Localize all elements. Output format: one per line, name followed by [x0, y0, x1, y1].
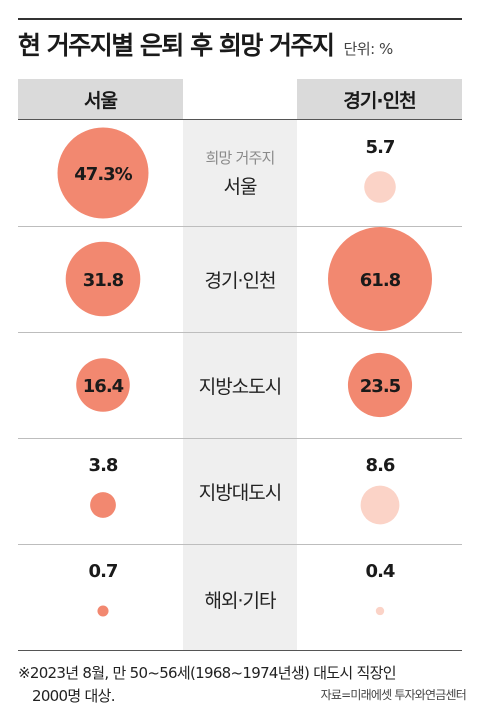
bubble-1-4 — [375, 606, 385, 616]
row-divider — [18, 544, 462, 545]
header-left: 서울 — [18, 79, 183, 119]
bubble-label-1-4: 0.4 — [366, 561, 395, 582]
row-label-big-city: 지방대도시 — [198, 482, 282, 504]
bubble-0-0 — [57, 127, 149, 219]
bubble-0-4 — [97, 605, 109, 617]
bubble-label-0-2: 16.4 — [83, 376, 124, 397]
bubble-1-2 — [347, 352, 413, 418]
row-label-seoul: 서울 — [223, 176, 258, 198]
footnote-line-1: ※2023년 8월, 만 50~56세(1968~1974년생) 대도시 직장인 — [18, 664, 397, 682]
bubble-label-0-0: 47.3% — [74, 164, 132, 185]
bubble-label-1-2: 23.5 — [360, 376, 401, 397]
bubble-1-1 — [328, 227, 432, 331]
bubble-1-3 — [360, 485, 400, 525]
bubble-0-1 — [65, 241, 141, 317]
bubble-0-3 — [90, 492, 116, 518]
top-rule — [18, 18, 462, 20]
row-label-gyeonggi: 경기·인천 — [204, 270, 277, 292]
footnote-line-2: 2000명 대상. — [32, 687, 116, 705]
bubble-0-2 — [76, 358, 130, 412]
row-sublabel: 희망 거주지 — [205, 149, 276, 167]
category-column — [183, 120, 297, 650]
row-divider — [18, 332, 462, 333]
bubble-label-1-3: 8.6 — [366, 455, 395, 476]
bubble-1-0 — [364, 171, 396, 203]
row-label-overseas: 해외·기타 — [204, 590, 277, 612]
bubble-label-1-1: 61.8 — [360, 270, 401, 291]
bubble-label-1-0: 5.7 — [366, 137, 395, 158]
title-block: 현 거주지별 은퇴 후 희망 거주지 단위: % — [18, 26, 393, 66]
bubble-label-0-1: 31.8 — [83, 270, 124, 291]
bubble-label-0-3: 3.8 — [89, 455, 118, 476]
unit-label: 단위: % — [343, 40, 394, 58]
bottom-rule — [18, 650, 462, 651]
source-note: 자료=미래에셋 투자와연금센터 — [320, 688, 467, 702]
row-divider — [18, 438, 462, 439]
row-divider — [18, 226, 462, 227]
bubble-label-0-4: 0.7 — [89, 561, 118, 582]
footnote: ※2023년 8월, 만 50~56세(1968~1974년생) 대도시 직장인… — [18, 662, 468, 708]
header-rule — [18, 119, 462, 120]
chart-title: 현 거주지별 은퇴 후 희망 거주지 — [18, 31, 335, 60]
row-label-small-city: 지방소도시 — [198, 376, 282, 398]
header-right: 경기·인천 — [297, 79, 462, 119]
